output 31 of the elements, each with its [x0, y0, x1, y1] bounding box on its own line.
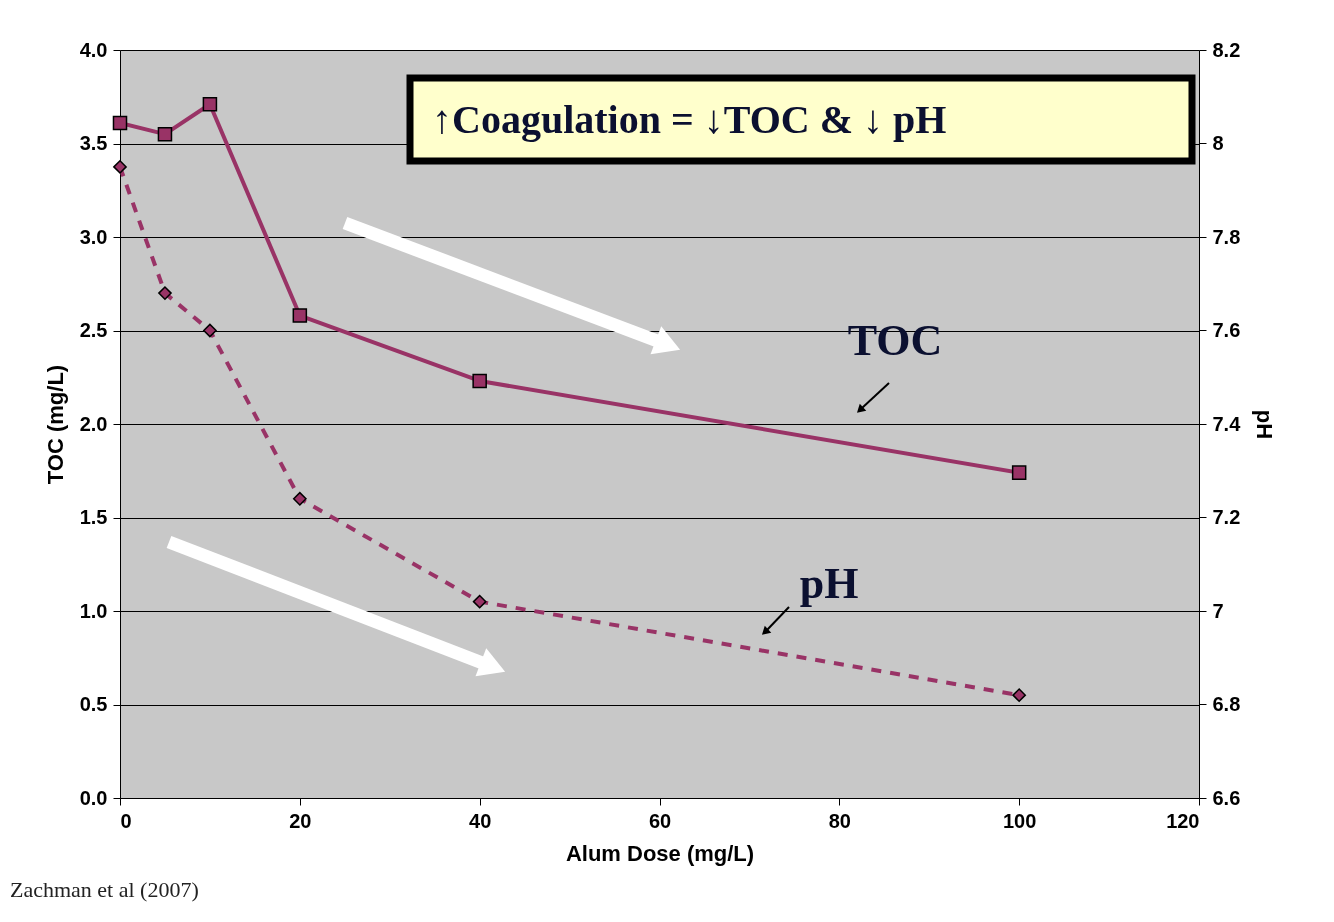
y2-tick-label: 6.6: [1212, 786, 1241, 809]
series-label: pH: [799, 559, 859, 608]
x-tick-label: 40: [469, 809, 492, 832]
x-tick-label: 120: [1166, 809, 1200, 832]
x-axis-title: Alum Dose (mg/L): [565, 840, 755, 866]
y2-tick-label: 7.4: [1212, 412, 1242, 435]
y2-tick-label: 7.6: [1212, 319, 1241, 341]
text: Zachman et al (2007): [10, 877, 199, 902]
annotation: ↑Coagulation = ↓TOC & ↓ pH: [432, 97, 947, 142]
y-tick-label: 3.0: [79, 225, 108, 248]
y-tick-label: 1.5: [79, 506, 108, 528]
y-tick-label: 2.5: [79, 319, 108, 341]
x-tick-label: 100: [1002, 809, 1037, 832]
x-tick-label: 60: [648, 809, 672, 832]
x-tick-label: 20: [289, 809, 312, 832]
x-tick-label: 80: [828, 809, 851, 832]
y-tick-label: 4.0: [79, 38, 108, 61]
y2-axis-title: pH: [1252, 409, 1278, 440]
x-tick-label: 0: [120, 809, 132, 832]
y2-tick-label: 7.2: [1212, 506, 1241, 528]
y2-tick-label: 7.8: [1212, 225, 1241, 248]
y-tick-label: 1.0: [79, 599, 108, 622]
y2-tick-label: 8: [1212, 132, 1224, 154]
y-tick-label: 0.5: [79, 693, 108, 715]
y-tick-label: 2.0: [79, 412, 108, 435]
y-axis-title: TOC (mg/L): [42, 364, 68, 485]
y2-tick-label: 7: [1212, 599, 1224, 622]
y2-tick-label: 6.8: [1212, 693, 1241, 715]
y-tick-label: 3.5: [79, 132, 108, 154]
y2-tick-label: 8.2: [1212, 38, 1241, 61]
y-tick-label: 0.0: [79, 786, 108, 809]
